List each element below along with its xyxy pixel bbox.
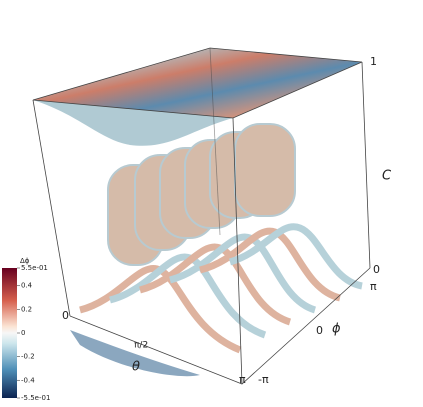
theta-tick: π/2 xyxy=(134,341,148,351)
theta-tick: π xyxy=(239,373,246,386)
colorbar-tick-label: -5.5e-01 xyxy=(21,394,50,402)
colorbar-tick-label: -0.4 xyxy=(21,376,35,384)
volume-render xyxy=(33,48,363,377)
colorbar-tick-label: 0.2 xyxy=(21,305,32,313)
colorbar-title: Δϕ xyxy=(20,257,30,265)
colorbar-tick-label: 0.4 xyxy=(21,282,33,290)
theta-tick: 0 xyxy=(62,309,69,322)
phi-title: ϕ xyxy=(332,322,341,337)
bounding-box xyxy=(32,47,371,385)
c-tick: 1 xyxy=(370,55,377,68)
colorbar: Δϕ 5.5e-01 0.4 0.2 0 -0.2 -0.4 -5.5e-01 xyxy=(2,257,50,402)
colorbar-tick-label: 5.5e-01 xyxy=(21,264,48,272)
colorbar-tick-label: 0 xyxy=(21,329,25,337)
theta-title: θ xyxy=(132,360,140,375)
axis-labels: 1 C 0 π 0 ϕ -π 0 π/2 θ π xyxy=(62,55,392,386)
c-tick: 0 xyxy=(373,263,380,276)
colorbar-tick-label: -0.2 xyxy=(21,353,35,361)
phi-tick: -π xyxy=(258,373,269,386)
c-title: C xyxy=(382,169,392,184)
phi-tick: 0 xyxy=(316,324,323,337)
colorbar-ramp xyxy=(2,268,17,398)
phi-tick: π xyxy=(370,280,377,293)
